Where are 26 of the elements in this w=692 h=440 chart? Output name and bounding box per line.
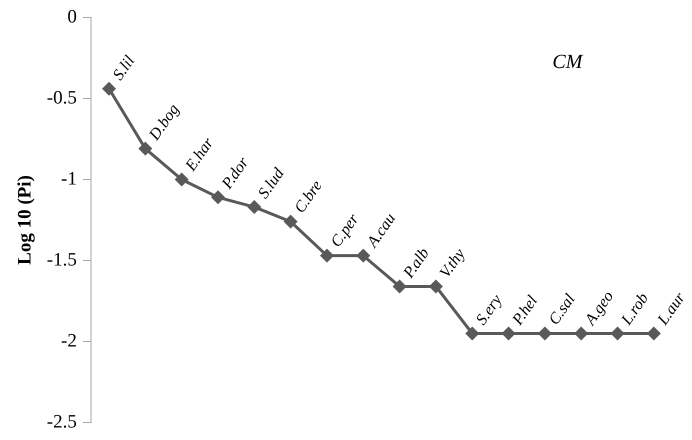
y-tick-label: -2.5 <box>46 412 77 433</box>
point <box>646 326 661 340</box>
point <box>356 248 370 263</box>
point <box>428 279 443 294</box>
point <box>102 82 116 96</box>
point <box>392 279 407 294</box>
y-tick-label: -1.5 <box>46 250 77 271</box>
y-tick-label: -2 <box>61 330 77 352</box>
point <box>465 326 480 340</box>
point <box>284 214 298 229</box>
point <box>502 326 516 340</box>
point <box>538 326 552 340</box>
point <box>574 326 588 340</box>
data-label: V.thy <box>436 245 470 282</box>
point <box>247 200 262 214</box>
y-tick-label: -0.5 <box>46 87 77 108</box>
point <box>610 326 625 340</box>
y-tick-label: 0 <box>67 6 77 28</box>
point <box>211 190 225 204</box>
y-axis-title: Log 10 (Pi) <box>14 175 36 265</box>
annotation: CM <box>552 51 584 73</box>
y-tick-label: -1 <box>61 168 77 190</box>
point <box>138 142 152 156</box>
point <box>174 172 189 186</box>
point <box>320 248 334 263</box>
data-label: S.lil <box>110 52 139 84</box>
